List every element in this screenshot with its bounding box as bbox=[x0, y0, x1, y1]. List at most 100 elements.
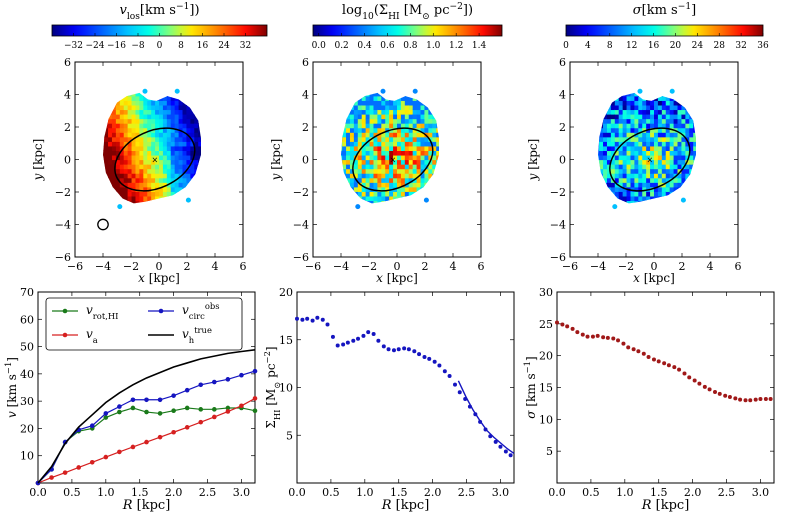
y-tick-label-density: 6 bbox=[302, 56, 309, 69]
data-point bbox=[768, 396, 773, 401]
y-tick-label-dispersion: −4 bbox=[550, 219, 566, 232]
legend-label-0: vrot,HI bbox=[86, 303, 118, 321]
center-marker-velocity: × bbox=[151, 156, 158, 165]
data-point bbox=[442, 369, 447, 374]
y-tick-label-dispersion: 0 bbox=[559, 154, 566, 167]
legend-box bbox=[45, 297, 243, 351]
y-tick-label-dispersion: 4 bbox=[559, 89, 566, 102]
y-tick-label-dispersion-profile: 20 bbox=[539, 350, 553, 363]
colorbar-tick-label-dispersion: 28 bbox=[713, 41, 725, 51]
series-point-blue bbox=[212, 379, 217, 385]
data-point bbox=[717, 391, 722, 396]
x-tick-label-surface-density: 1.0 bbox=[356, 486, 374, 499]
data-point bbox=[493, 439, 498, 444]
series-point-green bbox=[184, 405, 190, 411]
colorbar-tick-label-dispersion: 12 bbox=[626, 41, 637, 51]
x-tick-label-rotation-curve: 2.0 bbox=[165, 486, 183, 499]
data-point bbox=[682, 371, 687, 376]
colorbar-tick-label-dispersion: 16 bbox=[648, 41, 660, 51]
colorbar-tick-label-dispersion: 0 bbox=[563, 41, 569, 51]
data-point bbox=[748, 398, 753, 403]
colorbar-tick-label-velocity: −16 bbox=[107, 41, 126, 51]
x-tick-label-dispersion: 0 bbox=[651, 260, 658, 273]
x-tick-label-surface-density: 2.5 bbox=[458, 486, 476, 499]
data-point bbox=[371, 332, 376, 337]
series-point-red bbox=[130, 444, 136, 450]
y-tick-label-density: 2 bbox=[302, 121, 309, 134]
y-tick-label-dispersion-profile: 30 bbox=[539, 286, 553, 299]
data-point bbox=[743, 398, 748, 403]
y-tick-label-density: −4 bbox=[293, 219, 309, 232]
series-line-black bbox=[37, 349, 256, 484]
data-point bbox=[412, 349, 417, 354]
data-point bbox=[697, 381, 702, 386]
x-tick-label-rotation-curve: 0.5 bbox=[63, 486, 81, 499]
x-axis-label-surface-density: R [kpc] bbox=[381, 498, 430, 513]
series-point-red bbox=[198, 419, 204, 425]
data-point bbox=[585, 334, 590, 339]
data-point bbox=[325, 322, 330, 327]
map-image-density bbox=[341, 92, 439, 204]
y-tick-label-velocity: 0 bbox=[64, 154, 71, 167]
y-tick-label-dispersion: −2 bbox=[550, 186, 566, 199]
y-tick-label-rotation-curve: 30 bbox=[20, 395, 34, 408]
plot-frame-dispersion-profile bbox=[556, 291, 775, 484]
x-tick-label-density: −2 bbox=[361, 260, 377, 273]
legend: vrot,HI va vcircobs vhtrue bbox=[45, 297, 243, 351]
colorbar-tick-label-velocity: 16 bbox=[197, 41, 209, 51]
colorbar-tick-label-dispersion: 20 bbox=[670, 41, 682, 51]
series-point-blue bbox=[157, 397, 163, 403]
x-tick-label-velocity: 6 bbox=[240, 260, 247, 273]
colorbar-tick-label-dispersion: 36 bbox=[757, 41, 769, 51]
colorbar-tick-label-density: 1.2 bbox=[449, 41, 463, 51]
data-point bbox=[601, 335, 606, 340]
colorbar-tick-label-velocity: 24 bbox=[218, 41, 230, 51]
center-marker-density: × bbox=[389, 156, 396, 165]
data-point bbox=[437, 363, 442, 368]
y-tick-label-rotation-curve: 60 bbox=[20, 313, 34, 326]
data-point bbox=[723, 393, 728, 398]
legend-label-2: vcircobs bbox=[182, 301, 220, 321]
x-tick-label-rotation-curve: 0.0 bbox=[29, 486, 47, 499]
map-speck bbox=[423, 197, 429, 203]
colorbar-tick-label-density: 0.4 bbox=[357, 41, 372, 51]
x-tick-label-dispersion: 2 bbox=[679, 260, 686, 273]
y-tick-label-surface-density: 15 bbox=[279, 334, 293, 347]
data-point bbox=[320, 317, 325, 322]
series-point-green bbox=[171, 408, 176, 413]
series-point-blue bbox=[184, 387, 190, 393]
x-tick-label-velocity: −6 bbox=[67, 260, 83, 273]
data-point bbox=[295, 316, 299, 321]
x-axis-label-dispersion: x [kpc] bbox=[633, 271, 675, 285]
data-point bbox=[396, 347, 401, 352]
x-tick-label-density: 6 bbox=[478, 260, 485, 273]
y-tick-label-surface-density: 20 bbox=[279, 286, 293, 299]
plot-panel-dispersion-profile: 0.0 0.5 1.0 1.5 2.0 2.5 3.0 5 10 15 20 25 30 R [kpc] σ… bbox=[522, 286, 775, 513]
series-point-blue bbox=[239, 372, 244, 378]
y-tick-label-rotation-curve: 20 bbox=[20, 422, 34, 435]
x-tick-label-surface-density: 0.0 bbox=[288, 486, 306, 499]
plot-panel-surface-density: 0.0 0.5 1.0 1.5 2.0 2.5 3.0 5 10 15 20 R [kpc] ΣHI [… bbox=[262, 286, 515, 513]
data-point bbox=[463, 396, 468, 401]
data-point bbox=[677, 367, 682, 372]
x-axis-label-velocity: x [kpc] bbox=[138, 271, 180, 285]
x-axis-label-density: x [kpc] bbox=[376, 271, 418, 285]
y-tick-label-dispersion-profile: 15 bbox=[539, 382, 553, 395]
y-axis-label-surface-density: ΣHI [M⊙ pc−2] bbox=[262, 346, 282, 428]
x-tick-label-dispersion-profile: 1.0 bbox=[616, 486, 634, 499]
data-point bbox=[753, 397, 758, 402]
x-tick-label-density: 0 bbox=[394, 260, 401, 273]
data-point bbox=[432, 359, 437, 364]
colorbar-tick-label-dispersion: 8 bbox=[607, 41, 613, 51]
y-tick-label-surface-density: 10 bbox=[279, 382, 293, 395]
data-point bbox=[391, 348, 396, 353]
x-tick-label-surface-density: 1.5 bbox=[390, 486, 408, 499]
series-point-green bbox=[157, 411, 163, 416]
map-speck bbox=[174, 88, 180, 94]
x-tick-label-rotation-curve: 2.5 bbox=[199, 486, 217, 499]
y-tick-label-dispersion: −6 bbox=[550, 251, 566, 264]
colorbar-dispersion bbox=[565, 24, 764, 37]
y-tick-label-dispersion: 6 bbox=[559, 56, 566, 69]
x-tick-label-density: 2 bbox=[422, 260, 429, 273]
series-point-red bbox=[144, 439, 149, 445]
